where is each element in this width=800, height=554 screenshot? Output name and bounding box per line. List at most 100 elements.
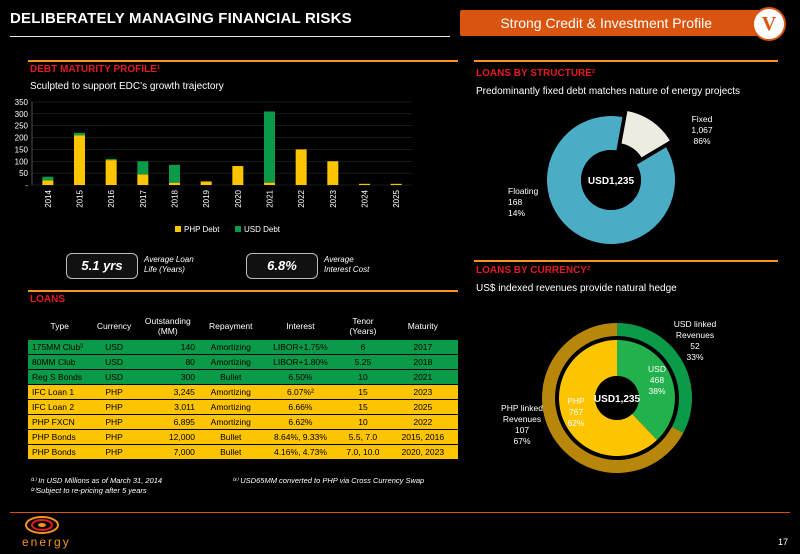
- footnote-3: ⁽³⁾ USD65MM converted to PHP via Cross C…: [232, 476, 425, 485]
- currency-heading: LOANS BY CURRENCY²: [476, 265, 591, 276]
- loan-cell-maturity: 2017: [387, 340, 458, 355]
- loan-cell-maturity: 2018: [387, 354, 458, 370]
- floating-label: Floating: [508, 186, 539, 196]
- x-tick-label: 2018: [171, 189, 180, 207]
- loan-life-label: Average Loan Life (Years): [144, 255, 194, 275]
- loan-cell-maturity: 2021: [387, 369, 458, 385]
- loan-cell-tenor: 7.0, 10.0: [338, 444, 388, 460]
- x-tick-label: 2024: [361, 189, 370, 207]
- loan-cell-repayment: Bullet: [198, 369, 263, 385]
- usd-revenue-label: 33%: [686, 352, 703, 362]
- usd-debt-label: 38%: [648, 386, 665, 396]
- floating-label: 168: [508, 197, 522, 207]
- loan-cell-interest: 6.50%: [262, 369, 339, 385]
- x-tick-label: 2023: [329, 189, 338, 207]
- loan-cell-outstanding: 80: [136, 354, 199, 370]
- revenue-slice: [617, 323, 692, 433]
- page-number: 17: [777, 537, 788, 547]
- php-debt-bar: [169, 182, 180, 185]
- loan-cell-tenor: 5.5, 7.0: [338, 429, 388, 445]
- interest-cost-label-line2: Interest Cost: [324, 265, 370, 274]
- usd-revenue-label: USD linked: [674, 319, 717, 329]
- loan-cell-interest: 6.66%: [262, 399, 339, 415]
- currency-subtitle: US$ indexed revenues provide natural hed…: [476, 283, 677, 294]
- debt-rule: [28, 60, 458, 62]
- footnote-1: ⁽¹⁾ In USD Millions as of March 31, 2014: [30, 476, 163, 485]
- y-tick-label: 300: [15, 110, 29, 119]
- loan-cell-type: PHP Bonds: [28, 429, 92, 445]
- loan-cell-type: PHP Bonds: [28, 444, 92, 460]
- floating-slice: [547, 116, 675, 244]
- loan-cell-outstanding: 300: [136, 369, 199, 385]
- loan-cell-type: PHP FXCN: [28, 414, 92, 430]
- loan-cell-interest: 6.07%²: [262, 384, 339, 400]
- loan-cell-tenor: 10: [338, 369, 388, 385]
- energy-logo-text: energy: [22, 535, 71, 549]
- loan-cell-repayment: Bullet: [198, 429, 263, 445]
- loan-cell-tenor: 10: [338, 414, 388, 430]
- php-debt-bar: [232, 166, 244, 185]
- loan-row: PHP FXCN PHP 6,895 Amortizing 6.62% 10 2022: [28, 414, 458, 430]
- structure-rule: [474, 60, 778, 62]
- loan-row: PHP Bonds PHP 12,000 Bullet 8.64%, 9.33% 5.5,…: [28, 429, 458, 445]
- loan-row: IFC Loan 2 PHP 3,011 Amortizing 6.66% 15 2025: [28, 399, 458, 415]
- loan-cell-maturity: 2015, 2016: [387, 429, 458, 445]
- loan-row: PHP Bonds PHP 7,000 Bullet 4.16%, 4.73% 7.0, …: [28, 444, 458, 460]
- php-revenue-label: 67%: [513, 436, 530, 446]
- loan-life-label-line1: Average Loan: [144, 255, 194, 264]
- col-maturity: Maturity: [387, 312, 458, 340]
- loan-cell-currency: USD: [91, 369, 137, 385]
- col-interest: Interest: [262, 312, 339, 340]
- section-banner: Strong Credit & Investment Profile: [460, 10, 760, 36]
- y-tick-label: 200: [15, 134, 29, 143]
- col-repayment: Repayment: [198, 312, 263, 340]
- loan-cell-type: IFC Loan 2: [28, 399, 92, 415]
- loan-cell-currency: USD: [91, 340, 137, 355]
- php-debt-bar: [390, 183, 402, 185]
- loans-table: Type Currency Outstanding (MM) Repayment…: [28, 312, 458, 460]
- php-debt-bar: [295, 149, 307, 185]
- loan-row: Reg S Bonds USD 300 Bullet 6.50% 10 2021: [28, 369, 458, 385]
- loan-cell-currency: PHP: [91, 414, 137, 430]
- structure-subtitle: Predominantly fixed debt matches nature …: [476, 86, 741, 97]
- loan-cell-currency: PHP: [91, 444, 137, 460]
- legend-label: USD Debt: [244, 225, 281, 234]
- loan-cell-repayment: Amortizing: [198, 340, 263, 355]
- usd-revenue-label: Revenues: [676, 330, 714, 340]
- title-underline: [10, 36, 450, 37]
- loan-cell-currency: PHP: [91, 429, 137, 445]
- x-tick-label: 2025: [392, 189, 401, 207]
- currency-rule: [474, 260, 778, 262]
- php-debt-bar: [105, 160, 117, 185]
- interest-cost-label: Average Interest Cost: [324, 255, 369, 275]
- x-tick-label: 2020: [234, 189, 243, 207]
- fixed-label: Fixed: [692, 114, 713, 124]
- loan-cell-interest: 4.16%, 4.73%: [262, 444, 339, 460]
- loan-cell-tenor: 6: [338, 340, 388, 355]
- y-tick-label: -: [25, 181, 28, 190]
- loan-cell-outstanding: 3,245: [136, 384, 199, 400]
- loan-cell-type: 80MM Club: [28, 354, 92, 370]
- loan-cell-repayment: Amortizing: [198, 354, 263, 370]
- loan-cell-interest: 6.62%: [262, 414, 339, 430]
- loan-row: 80MM Club USD 80 Amortizing LIBOR+1.80% 5.25 2…: [28, 354, 458, 370]
- usd-revenue-label: 52: [690, 341, 700, 351]
- loan-cell-type: IFC Loan 1: [28, 384, 92, 400]
- loan-cell-currency: PHP: [91, 399, 137, 415]
- structure-heading: LOANS BY STRUCTURE²: [476, 68, 596, 79]
- php-debt-bar: [200, 181, 212, 185]
- banner-text: Strong Credit & Investment Profile: [500, 15, 712, 31]
- x-tick-label: 2017: [139, 189, 148, 207]
- loan-cell-outstanding: 3,011: [136, 399, 199, 415]
- debt-currency-slice: [559, 340, 657, 456]
- loans-header-row: Type Currency Outstanding (MM) Repayment…: [28, 312, 458, 340]
- interest-cost-label-line1: Average: [324, 255, 354, 264]
- floating-label: 14%: [508, 208, 525, 218]
- y-tick-label: 100: [15, 157, 29, 166]
- usd-debt-bar: [105, 158, 117, 161]
- php-revenue-label: Revenues: [503, 414, 541, 424]
- loan-cell-maturity: 2025: [387, 399, 458, 415]
- php-debt-bar: [327, 161, 339, 185]
- usd-debt-bar: [264, 111, 275, 183]
- loan-row: 175MM Club³ USD 140 Amortizing LIBOR+1.75% 6 2…: [28, 340, 458, 355]
